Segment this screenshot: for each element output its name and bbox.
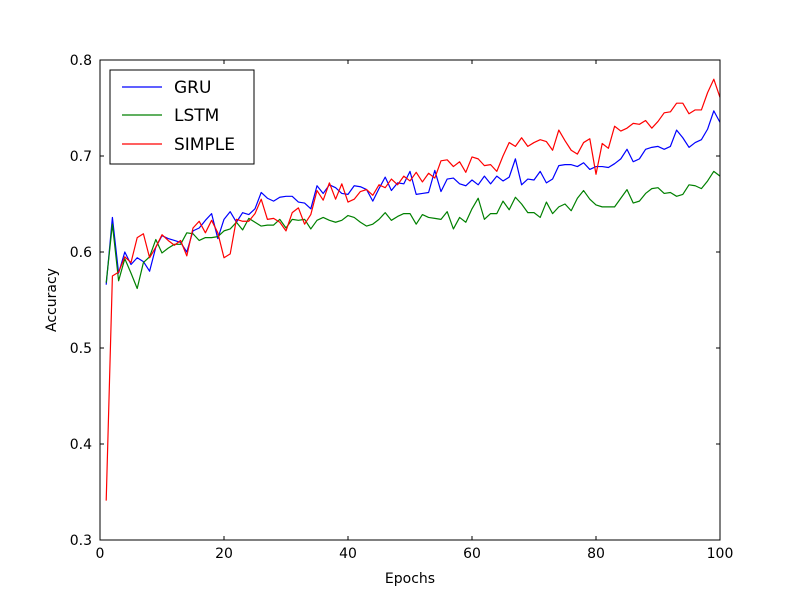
y-axis-label: Accuracy — [44, 268, 60, 332]
y-tick-label: 0.6 — [70, 245, 92, 261]
x-tick-label: 20 — [215, 546, 233, 562]
legend: GRU LSTM SIMPLE — [109, 69, 255, 165]
x-tick-label: 80 — [587, 546, 605, 562]
series-lines — [105, 78, 721, 501]
legend-label-lstm: LSTM — [174, 106, 219, 126]
legend-box — [109, 69, 255, 165]
x-tick-label: 100 — [707, 546, 734, 562]
y-tick-label: 0.4 — [70, 437, 92, 453]
plot-area-frame — [99, 59, 721, 541]
x-axis-label: Epochs — [385, 571, 435, 587]
series-line-gru — [105, 110, 721, 285]
legend-label-gru: GRU — [174, 78, 211, 98]
y-tick-label: 0.5 — [70, 341, 92, 357]
y-tick-label: 0.8 — [70, 53, 92, 69]
y-tick-label: 0.7 — [70, 149, 92, 165]
y-tick-label: 0.3 — [70, 533, 92, 549]
legend-label-simple: SIMPLE — [174, 135, 235, 155]
x-tick-label: 60 — [463, 546, 481, 562]
x-tick-label: 0 — [96, 546, 105, 562]
series-line-lstm — [105, 170, 721, 290]
series-line-simple — [105, 78, 721, 501]
axis-ticks: 0 20 40 60 80 100 0.3 0.4 0.5 0.6 0.7 0.8 — [70, 53, 734, 562]
x-tick-label: 40 — [339, 546, 357, 562]
